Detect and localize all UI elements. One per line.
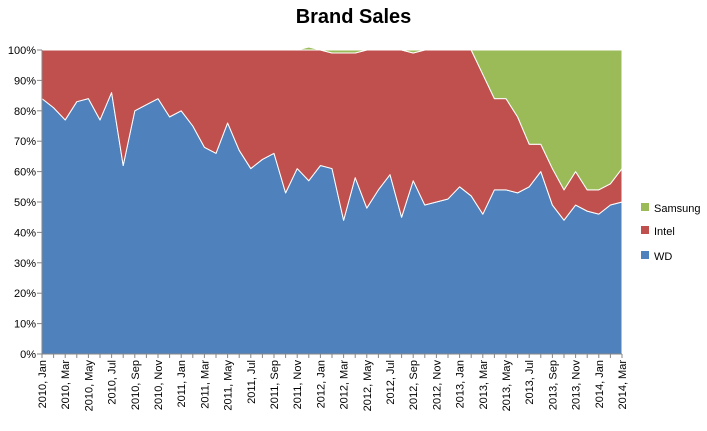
x-tick-label: 2011, May: [223, 360, 235, 411]
x-tick-label: 2013, Mar: [478, 360, 490, 410]
x-tick-label: 2010, May: [83, 360, 95, 412]
x-tick-label: 2012, Jan: [315, 360, 327, 408]
x-tick-label: 2010, Nov: [153, 360, 165, 411]
y-axis: 0% 10% 20% 30% 40% 50% 60% 70% 80% 90% 100%: [8, 45, 43, 361]
x-tick-label: 2012, Nov: [431, 360, 443, 411]
series-areas: [41, 46, 623, 355]
legend-swatch-wd: [641, 251, 649, 259]
x-tick-label: 2014, Mar: [617, 360, 629, 410]
y-tick-label: 10%: [14, 319, 36, 331]
y-tick-label: 60%: [14, 167, 36, 179]
x-tick-label: 2012, Jul: [385, 360, 397, 405]
legend-label-intel: Intel: [654, 226, 675, 238]
x-tick-label: 2013, Sep: [547, 360, 559, 410]
x-tick-label: 2011, Jul: [246, 360, 258, 404]
x-tick-label: 2014, Jan: [594, 360, 606, 408]
x-tick-label: 2013, Nov: [571, 360, 583, 411]
y-tick-label: 30%: [14, 258, 36, 270]
series-area-samsung: [41, 46, 623, 191]
legend-label-samsung: Samsung: [654, 203, 700, 215]
x-tick-label: 2013, May: [501, 360, 513, 412]
y-tick-label: 20%: [14, 288, 36, 300]
x-tick-label: 2012, May: [362, 360, 374, 412]
y-tick-label: 80%: [14, 106, 36, 118]
x-tick-label: 2011, Jan: [176, 360, 188, 408]
x-tick-label: 2010, Mar: [60, 360, 72, 410]
chart-title: Brand Sales: [295, 6, 412, 28]
x-tick-label: 2010, Jan: [37, 360, 49, 408]
x-tick-label: 2010, Jul: [107, 360, 119, 405]
x-axis: 2010, Jan 2010, Mar 2010, May 2010, Jul 2010…: [37, 353, 629, 412]
x-tick-label: 2013, Jan: [455, 360, 467, 408]
legend-swatch-intel: [641, 226, 649, 234]
y-tick-label: 70%: [14, 136, 36, 148]
legend-swatch-samsung: [641, 203, 649, 211]
x-tick-label: 2011, Mar: [199, 360, 211, 409]
y-tick-label: 50%: [14, 197, 36, 209]
x-tick-label: 2012, Mar: [339, 360, 351, 410]
y-tick-label: 90%: [14, 75, 36, 87]
x-tick-label: 2012, Sep: [408, 360, 420, 410]
x-tick-label: 2011, Nov: [292, 360, 304, 410]
legend-label-wd: WD: [654, 251, 672, 263]
y-tick-label: 0%: [20, 349, 36, 361]
legend: Samsung Intel WD: [641, 203, 700, 263]
x-tick-label: 2011, Sep: [269, 360, 281, 409]
y-tick-label: 40%: [14, 227, 36, 239]
x-tick-label: 2013, Jul: [524, 360, 536, 405]
y-tick-label: 100%: [8, 45, 36, 57]
x-tick-label: 2010, Sep: [130, 360, 142, 410]
